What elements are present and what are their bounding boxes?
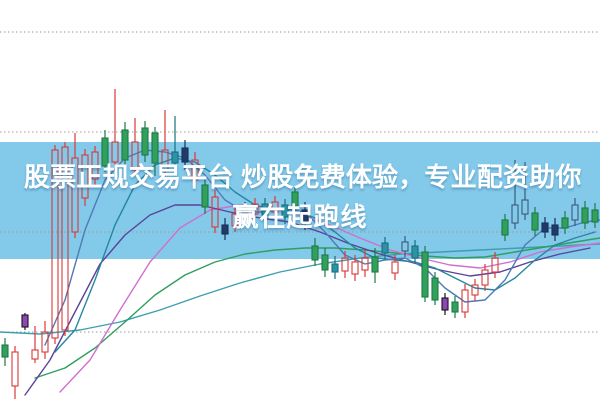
banner-headline-line1: 股票正规交易平台 炒股免费体验，专业配资助你	[24, 162, 582, 192]
banner-headline-line2: 赢在起跑线	[232, 202, 368, 232]
banner-band	[0, 142, 600, 259]
